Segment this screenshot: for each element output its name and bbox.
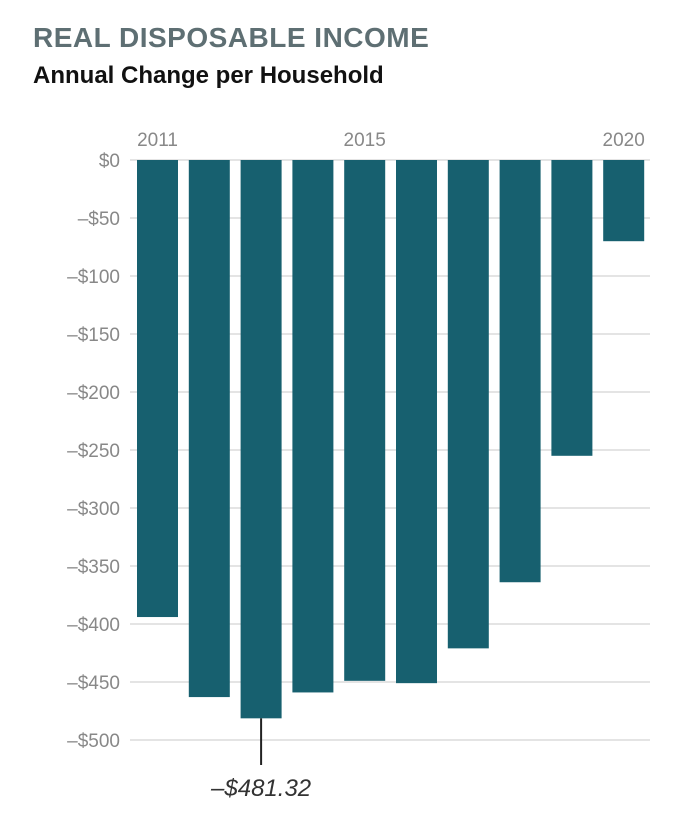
bar-2014 [292, 160, 334, 693]
bar-2016 [396, 160, 437, 684]
y-tick-label: –$400 [67, 615, 120, 636]
y-tick-label: –$200 [67, 383, 120, 404]
bar-2013 [240, 160, 282, 719]
chart-subtitle: Annual Change per Household [33, 62, 384, 89]
x-tick-label: 2015 [344, 130, 386, 151]
y-tick-label: –$50 [78, 209, 120, 230]
y-tick-label: –$100 [67, 267, 120, 288]
chart-title: REAL DISPOSABLE INCOME [33, 22, 430, 53]
bar-2017 [447, 160, 489, 649]
y-tick-label: –$350 [67, 557, 120, 578]
annotation-label: –$481.32 [210, 775, 311, 802]
bar-2012 [188, 160, 230, 698]
y-tick-label: –$250 [67, 441, 120, 462]
bar-2020 [603, 160, 645, 242]
y-tick-label: –$150 [67, 325, 120, 346]
y-tick-label: –$300 [67, 499, 120, 520]
y-tick-label: –$450 [67, 673, 120, 694]
bar-2015 [344, 160, 386, 681]
x-tick-label: 2011 [137, 130, 178, 151]
bar-2011 [137, 160, 178, 618]
y-tick-label: –$500 [67, 731, 120, 752]
y-tick-label: $0 [99, 151, 120, 172]
bar-2018 [499, 160, 541, 583]
x-tick-label: 2020 [603, 130, 645, 151]
bar-2019 [551, 160, 593, 456]
